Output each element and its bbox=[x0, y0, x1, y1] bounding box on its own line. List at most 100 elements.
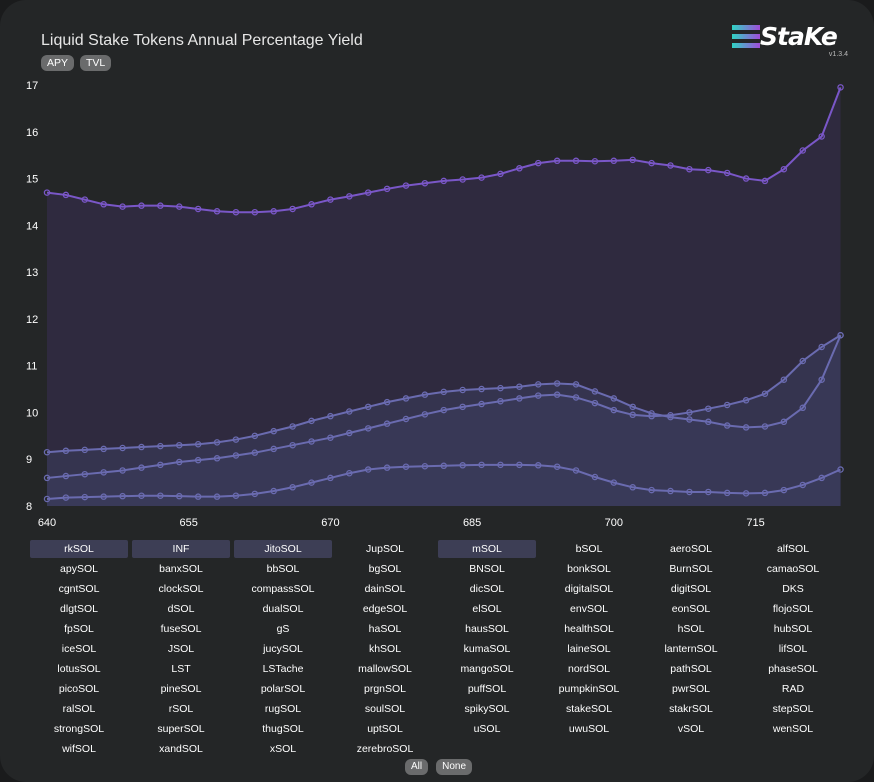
token-toggle-hSOL[interactable]: hSOL bbox=[677, 623, 705, 635]
token-toggle-alfSOL[interactable]: alfSOL bbox=[776, 543, 810, 555]
token-toggle-camaoSOL[interactable]: camaoSOL bbox=[766, 563, 820, 575]
data-point-2-16 bbox=[346, 429, 353, 437]
token-toggle-strongSOL[interactable]: strongSOL bbox=[53, 723, 105, 735]
token-toggle-stakrSOL[interactable]: stakrSOL bbox=[669, 703, 713, 715]
token-toggle-elSOL[interactable]: elSOL bbox=[472, 603, 502, 615]
token-toggle-digitalSOL[interactable]: digitalSOL bbox=[564, 583, 614, 595]
token-toggle-hubSOL[interactable]: hubSOL bbox=[773, 623, 813, 635]
data-point-2-39 bbox=[780, 376, 788, 383]
token-toggle-zerebroSOL[interactable]: zerebroSOL bbox=[356, 743, 414, 755]
token-toggle-puffSOL[interactable]: puffSOL bbox=[467, 683, 507, 695]
token-toggle-dualSOL[interactable]: dualSOL bbox=[262, 603, 304, 615]
token-toggle-laineSOL[interactable]: laineSOL bbox=[567, 643, 611, 655]
token-toggle-BNSOL[interactable]: BNSOL bbox=[469, 563, 505, 575]
token-toggle-nordSOL[interactable]: nordSOL bbox=[567, 663, 611, 675]
token-toggle-wifSOL[interactable]: wifSOL bbox=[62, 743, 96, 755]
token-toggle-aeroSOL[interactable]: aeroSOL bbox=[669, 543, 713, 555]
token-toggle-lanternSOL[interactable]: lanternSOL bbox=[664, 643, 718, 655]
token-toggle-polarSOL[interactable]: polarSOL bbox=[260, 683, 306, 695]
select-all-button[interactable]: All bbox=[405, 759, 429, 775]
data-point-2-30 bbox=[610, 406, 618, 414]
token-toggle-superSOL[interactable]: superSOL bbox=[157, 723, 205, 735]
token-toggle-wenSOL[interactable]: wenSOL bbox=[772, 723, 814, 735]
token-toggle-LSTache[interactable]: LSTache bbox=[262, 663, 304, 675]
data-point-2-41 bbox=[818, 343, 825, 351]
token-toggle-rSOL[interactable]: rSOL bbox=[168, 703, 194, 715]
token-toggle-edgeSOL[interactable]: edgeSOL bbox=[362, 603, 408, 615]
token-toggle-cgntSOL[interactable]: cgntSOL bbox=[58, 583, 100, 595]
token-toggle-BurnSOL[interactable]: BurnSOL bbox=[669, 563, 713, 575]
token-toggle-dSOL[interactable]: dSOL bbox=[167, 603, 195, 615]
token-toggle-pineSOL[interactable]: pineSOL bbox=[160, 683, 202, 695]
token-toggle-envSOL[interactable]: envSOL bbox=[570, 603, 608, 615]
token-toggle-uSOL[interactable]: uSOL bbox=[473, 723, 501, 735]
token-toggle-rkSOL[interactable]: rkSOL bbox=[30, 540, 128, 558]
token-toggle-pathSOL[interactable]: pathSOL bbox=[670, 663, 712, 675]
token-toggle-pwrSOL[interactable]: pwrSOL bbox=[672, 683, 710, 695]
tab-tvl[interactable]: TVL bbox=[80, 55, 112, 71]
tab-apy[interactable]: APY bbox=[41, 55, 75, 71]
token-toggle-khSOL[interactable]: khSOL bbox=[368, 643, 402, 655]
data-point-0-42 bbox=[837, 84, 844, 91]
token-toggle-DKS[interactable]: DKS bbox=[782, 583, 804, 595]
token-toggle-pumpkinSOL[interactable]: pumpkinSOL bbox=[558, 683, 620, 695]
token-toggle-phaseSOL[interactable]: phaseSOL bbox=[768, 663, 818, 675]
token-toggle-ralSOL[interactable]: ralSOL bbox=[62, 703, 96, 715]
token-toggle-stakeSOL[interactable]: stakeSOL bbox=[565, 703, 613, 715]
token-toggle-hausSOL[interactable]: hausSOL bbox=[465, 623, 509, 635]
token-toggle-gS[interactable]: gS bbox=[276, 623, 290, 635]
token-toggle-banxSOL[interactable]: banxSOL bbox=[159, 563, 203, 575]
token-toggle-mangoSOL[interactable]: mangoSOL bbox=[460, 663, 514, 675]
token-toggle-RAD[interactable]: RAD bbox=[781, 683, 805, 695]
token-toggle-haSOL[interactable]: haSOL bbox=[368, 623, 402, 635]
data-point-0-16 bbox=[346, 193, 353, 200]
token-toggle-kumaSOL[interactable]: kumaSOL bbox=[463, 643, 511, 655]
token-toggle-fuseSOL[interactable]: fuseSOL bbox=[160, 623, 202, 635]
token-toggle-bgSOL[interactable]: bgSOL bbox=[368, 563, 402, 575]
token-toggle-thugSOL[interactable]: thugSOL bbox=[262, 723, 304, 735]
token-toggle-rugSOL[interactable]: rugSOL bbox=[264, 703, 302, 715]
token-toggle-dicSOL[interactable]: dicSOL bbox=[469, 583, 505, 595]
token-toggle-LST[interactable]: LST bbox=[171, 663, 191, 675]
data-point-1-5 bbox=[138, 443, 145, 451]
token-toggle-lotusSOL[interactable]: lotusSOL bbox=[57, 663, 101, 675]
token-toggle-xSOL[interactable]: xSOL bbox=[269, 743, 297, 755]
token-toggle-clockSOL[interactable]: clockSOL bbox=[158, 583, 204, 595]
token-toggle-dlgtSOL[interactable]: dlgtSOL bbox=[60, 603, 98, 615]
token-toggle-mSOL[interactable]: mSOL bbox=[438, 540, 536, 558]
select-none-button[interactable]: None bbox=[436, 759, 473, 775]
token-toggle-dainSOL[interactable]: dainSOL bbox=[364, 583, 406, 595]
token-toggle-vSOL[interactable]: vSOL bbox=[677, 723, 705, 735]
token-toggle-compassSOL[interactable]: compassSOL bbox=[251, 583, 315, 595]
token-toggle-jucySOL[interactable]: jucySOL bbox=[263, 643, 303, 655]
y-tick-label: 15 bbox=[26, 174, 38, 186]
token-toggle-bonkSOL[interactable]: bonkSOL bbox=[567, 563, 611, 575]
token-toggle-eonSOL[interactable]: eonSOL bbox=[671, 603, 711, 615]
token-toggle-bbSOL[interactable]: bbSOL bbox=[266, 563, 300, 575]
token-toggle-spikySOL[interactable]: spikySOL bbox=[464, 703, 510, 715]
data-point-1-24 bbox=[497, 384, 504, 392]
token-toggle-healthSOL[interactable]: healthSOL bbox=[564, 623, 614, 635]
token-toggle-flojoSOL[interactable]: flojoSOL bbox=[772, 603, 814, 615]
token-toggle-JitoSOL[interactable]: JitoSOL bbox=[234, 540, 332, 558]
token-toggle-apySOL[interactable]: apySOL bbox=[60, 563, 98, 575]
token-toggle-iceSOL[interactable]: iceSOL bbox=[61, 643, 97, 655]
data-point-3-38 bbox=[761, 489, 769, 497]
token-toggle-JSOL[interactable]: JSOL bbox=[167, 643, 195, 655]
token-toggle-uwuSOL[interactable]: uwuSOL bbox=[568, 723, 610, 735]
token-toggle-lifSOL[interactable]: lifSOL bbox=[778, 643, 808, 655]
token-toggle-picoSOL[interactable]: picoSOL bbox=[58, 683, 100, 695]
token-toggle-mallowSOL[interactable]: mallowSOL bbox=[358, 663, 412, 675]
token-toggle-fpSOL[interactable]: fpSOL bbox=[64, 623, 94, 635]
token-toggle-prgnSOL[interactable]: prgnSOL bbox=[363, 683, 407, 695]
token-toggle-digitSOL[interactable]: digitSOL bbox=[670, 583, 712, 595]
token-toggle-uptSOL[interactable]: uptSOL bbox=[367, 723, 403, 735]
token-toggle-stepSOL[interactable]: stepSOL bbox=[772, 703, 814, 715]
token-toggle-soulSOL[interactable]: soulSOL bbox=[364, 703, 406, 715]
data-point-3-6 bbox=[157, 492, 164, 499]
token-toggle-bSOL[interactable]: bSOL bbox=[575, 543, 603, 555]
token-toggle-INF[interactable]: INF bbox=[132, 540, 230, 558]
token-toggle-xandSOL[interactable]: xandSOL bbox=[159, 743, 203, 755]
data-point-0-29 bbox=[591, 157, 599, 165]
token-toggle-JupSOL[interactable]: JupSOL bbox=[366, 543, 404, 555]
